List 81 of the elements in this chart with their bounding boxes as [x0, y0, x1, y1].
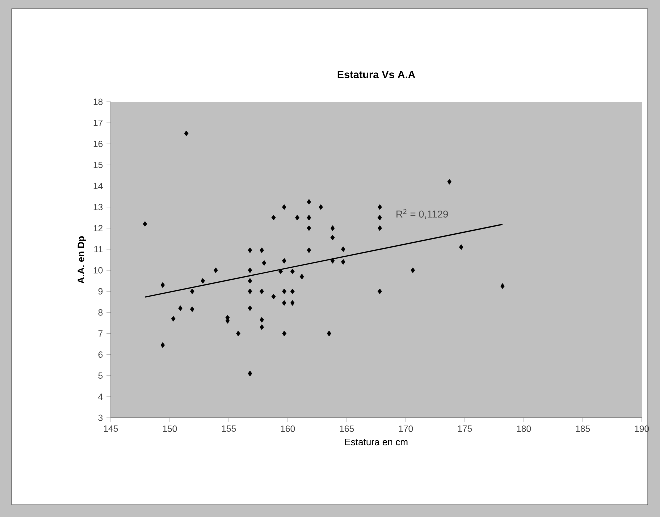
y-tick-label: 12: [94, 225, 103, 232]
y-tick-label: 15: [94, 162, 103, 168]
point: [282, 288, 287, 294]
point: [295, 215, 300, 221]
x-tick-label: 165: [340, 426, 354, 432]
point: [248, 288, 252, 294]
point: [330, 235, 335, 241]
point: [290, 288, 295, 294]
point: [459, 244, 464, 250]
point: [290, 300, 295, 306]
point: [341, 246, 346, 252]
x-tick-label: 175: [458, 426, 472, 432]
point: [214, 268, 218, 274]
x-tick-label: 150: [163, 426, 178, 432]
y-tick-label: 5: [98, 372, 103, 379]
point: [248, 248, 252, 254]
x-tick-label: 180: [517, 426, 532, 432]
x-tick-label: 145: [104, 426, 118, 432]
point: [307, 226, 312, 232]
x-axis-title: Estatura en cm: [345, 438, 408, 446]
point: [248, 306, 252, 312]
point: [300, 274, 304, 280]
x-tick-label: 170: [399, 426, 414, 432]
point: [330, 226, 335, 232]
point: [184, 130, 189, 136]
point: [260, 288, 264, 294]
y-tick-label: 8: [98, 309, 103, 316]
y-tick-label: 9: [98, 288, 103, 295]
y-tick-label: 17: [94, 120, 103, 126]
point: [307, 215, 312, 221]
point: [260, 317, 264, 323]
point: [171, 316, 176, 322]
point: [290, 268, 295, 274]
y-axis-title: A.A. en Dp: [78, 236, 86, 284]
point: [378, 226, 382, 232]
y-tick-label: 4: [98, 394, 103, 400]
point: [143, 221, 148, 227]
y-tick-label: 11: [94, 246, 103, 253]
point: [500, 284, 505, 290]
point: [378, 215, 382, 221]
point: [307, 199, 312, 205]
y-tick-label: 7: [98, 330, 103, 337]
y-tick-label: 18: [94, 98, 103, 106]
point: [378, 288, 382, 294]
point: [160, 342, 166, 348]
point: [260, 324, 264, 330]
y-tick-label: 16: [94, 140, 103, 148]
point: [378, 204, 382, 210]
point: [282, 258, 287, 264]
x-tick-label: 160: [281, 426, 296, 432]
point: [178, 306, 183, 312]
point: [282, 204, 287, 210]
point: [190, 306, 195, 312]
x-tick-label: 155: [222, 426, 236, 432]
point: [260, 248, 264, 254]
point: [341, 259, 346, 265]
point: [200, 278, 206, 284]
point: [272, 294, 276, 300]
y-tick-label: 3: [98, 414, 103, 422]
point: [262, 260, 267, 266]
y-tick-label: 14: [94, 183, 103, 190]
point: [160, 282, 166, 288]
y-tick-label: 10: [94, 267, 103, 274]
annotation: R$^{2}$ = 0,1129: [396, 209, 448, 220]
point: [190, 288, 195, 294]
point: [278, 268, 284, 274]
point: [282, 330, 287, 337]
point: [410, 268, 416, 274]
chart-title: Estatura Vs A.A: [338, 71, 416, 79]
point: [272, 215, 276, 221]
y-tick-label: 13: [94, 204, 103, 211]
point: [248, 278, 252, 284]
y-tick-label: 6: [98, 352, 103, 358]
point: [248, 268, 252, 274]
point: [448, 179, 452, 185]
point: [282, 300, 287, 306]
point: [318, 204, 324, 210]
point: [236, 330, 241, 337]
x-tick-label: 185: [576, 426, 590, 432]
point: [307, 248, 312, 254]
point: [330, 258, 335, 264]
